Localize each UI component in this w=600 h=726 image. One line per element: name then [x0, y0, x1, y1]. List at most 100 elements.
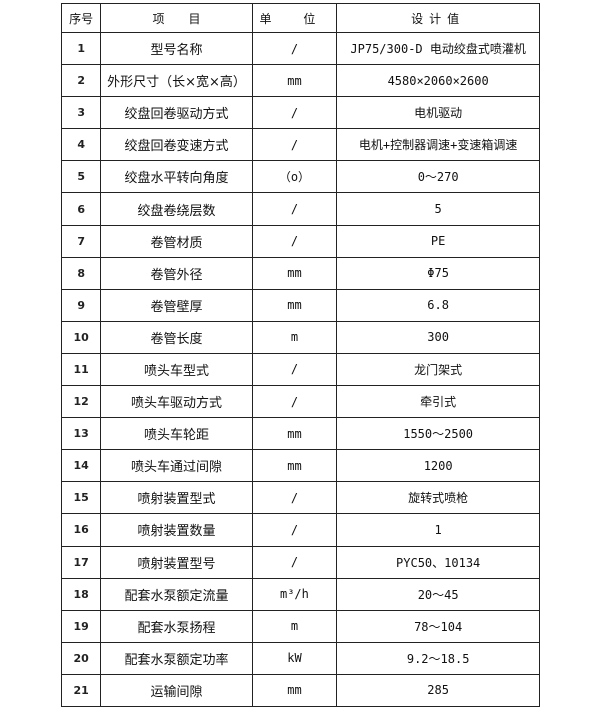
- row-item: 卷管外径: [100, 256, 253, 290]
- row-item: 卷管壁厚: [100, 288, 253, 322]
- row-unit: mm: [251, 288, 338, 322]
- row-number: 13: [60, 417, 102, 451]
- row-unit: m: [251, 609, 338, 643]
- row-number: 7: [60, 224, 102, 258]
- row-value: 旋转式喷枪: [336, 481, 540, 515]
- row-number: 5: [60, 160, 102, 194]
- row-value: 龙门架式: [336, 352, 540, 387]
- row-number: 3: [60, 96, 102, 130]
- row-unit: /: [251, 128, 338, 162]
- row-unit: /: [251, 513, 338, 547]
- spec-table: 序号 项 目 单 位 设计值 1 型号名称 / JP75/300-D 电动绞盘式喷灌机…: [60, 3, 540, 707]
- table-row: 2 外形尺寸（长×宽×高） mm 4580×2060×2600: [60, 64, 540, 98]
- row-unit: mm: [251, 64, 338, 98]
- row-value: 1550～2500: [336, 417, 540, 451]
- table-row: 6 绞盘卷绕层数/5: [60, 192, 540, 226]
- row-number: 14: [60, 449, 102, 483]
- table-row: 21 运输间隙 mm 285: [60, 673, 540, 707]
- table-row: 11 喷头车型式 / 龙门架式: [60, 352, 540, 387]
- row-value: PE: [336, 224, 540, 258]
- table-row: 4 绞盘回卷变速方式 / 电机+控制器调速+变速箱调速: [60, 128, 540, 162]
- table-row: 19 配套水泵扬程 m 78～104: [60, 609, 540, 643]
- row-number: 15: [60, 481, 102, 515]
- table-row: 18 配套水泵额定流量 m³/h 20～45: [60, 577, 540, 611]
- table-row: 17 喷射装置型号 / PYC50、10134: [60, 545, 540, 579]
- table-row: 1 型号名称 / JP75/300-D 电动绞盘式喷灌机: [60, 31, 540, 66]
- row-item: 绞盘回卷驱动方式: [100, 96, 253, 130]
- row-number: 9: [60, 288, 102, 322]
- table-row: 14 喷头车通过间隙 mm 1200: [60, 449, 540, 483]
- row-value: PYC50、10134: [336, 545, 540, 579]
- row-number: 2: [60, 64, 102, 98]
- row-value: 9.2～18.5: [336, 641, 540, 675]
- row-number: 10: [60, 320, 102, 354]
- row-number: 18: [60, 577, 102, 611]
- header-item: 项 目: [100, 3, 253, 33]
- row-unit: /: [251, 385, 338, 419]
- row-unit: mm: [251, 449, 338, 483]
- header-no: 序号: [60, 3, 102, 33]
- row-item: 绞盘水平转向角度: [100, 160, 253, 194]
- row-number: 21: [60, 673, 102, 707]
- row-item: 外形尺寸（长×宽×高）: [100, 64, 253, 98]
- row-value: 牵引式: [336, 385, 540, 419]
- row-unit: m: [251, 320, 338, 354]
- row-value: 0～270: [336, 160, 540, 194]
- table-row: 13 喷头车轮距 mm 1550～2500: [60, 417, 540, 451]
- row-item: 配套水泵扬程: [100, 609, 253, 643]
- row-number: 1: [60, 31, 102, 66]
- table-row: 7 卷管材质 / PE: [60, 224, 540, 258]
- row-unit: m³/h: [251, 577, 338, 611]
- table-row: 12 喷头车驱动方式 / 牵引式: [60, 385, 540, 419]
- header-unit: 单 位: [251, 3, 338, 33]
- row-value: 电机驱动: [336, 96, 540, 130]
- row-item: 绞盘卷绕层数: [100, 192, 253, 226]
- row-number: 6: [60, 192, 102, 226]
- row-unit: mm: [251, 417, 338, 451]
- row-value: 4580×2060×2600: [336, 64, 540, 98]
- row-unit: kW: [251, 641, 338, 675]
- row-unit: （o）: [251, 160, 338, 194]
- row-number: 19: [60, 609, 102, 643]
- header-value: 设计值: [336, 3, 540, 33]
- row-item: 配套水泵额定流量: [100, 577, 253, 611]
- row-value: 6.8: [336, 288, 540, 322]
- row-item: 喷头车轮距: [100, 417, 253, 451]
- row-item: 运输间隙: [100, 673, 253, 707]
- row-item: 喷射装置数量: [100, 513, 253, 547]
- row-item: 卷管材质: [100, 224, 253, 258]
- row-unit: /: [251, 96, 338, 130]
- row-value: JP75/300-D 电动绞盘式喷灌机: [336, 31, 540, 66]
- row-number: 4: [60, 128, 102, 162]
- row-number: 8: [60, 256, 102, 290]
- row-value: 20～45: [336, 577, 540, 611]
- table-row: 5 绞盘水平转向角度 （o） 0～270: [60, 160, 540, 194]
- row-item: 配套水泵额定功率: [100, 641, 253, 675]
- table-row: 9 卷管壁厚 mm 6.8: [60, 288, 540, 322]
- row-value: 285: [336, 673, 540, 707]
- row-value: Φ75: [336, 256, 540, 290]
- table-row: 8 卷管外径 mm Φ75: [60, 256, 540, 290]
- row-unit: /: [251, 224, 338, 258]
- row-unit: /: [251, 352, 338, 387]
- row-item: 卷管长度: [100, 320, 253, 354]
- row-item: 喷射装置型式: [100, 481, 253, 515]
- row-unit: mm: [251, 256, 338, 290]
- row-number: 11: [60, 352, 102, 387]
- row-number: 20: [60, 641, 102, 675]
- row-value: 1: [336, 513, 540, 547]
- row-unit: /: [251, 192, 338, 226]
- row-value: 78～104: [336, 609, 540, 643]
- row-unit: mm: [251, 673, 338, 707]
- row-number: 16: [60, 513, 102, 547]
- row-item: 喷射装置型号: [100, 545, 253, 579]
- table-row: 20 配套水泵额定功率 kW 9.2～18.5: [60, 641, 540, 675]
- row-value: 1200: [336, 449, 540, 483]
- row-unit: /: [251, 31, 338, 66]
- row-item: 绞盘回卷变速方式: [100, 128, 253, 162]
- table-row: 15 喷射装置型式 / 旋转式喷枪: [60, 481, 540, 515]
- row-item: 喷头车驱动方式: [100, 385, 253, 419]
- table-row: 16 喷射装置数量/1: [60, 513, 540, 547]
- table-row: 3 绞盘回卷驱动方式 / 电机驱动: [60, 96, 540, 130]
- row-value: 5: [336, 192, 540, 226]
